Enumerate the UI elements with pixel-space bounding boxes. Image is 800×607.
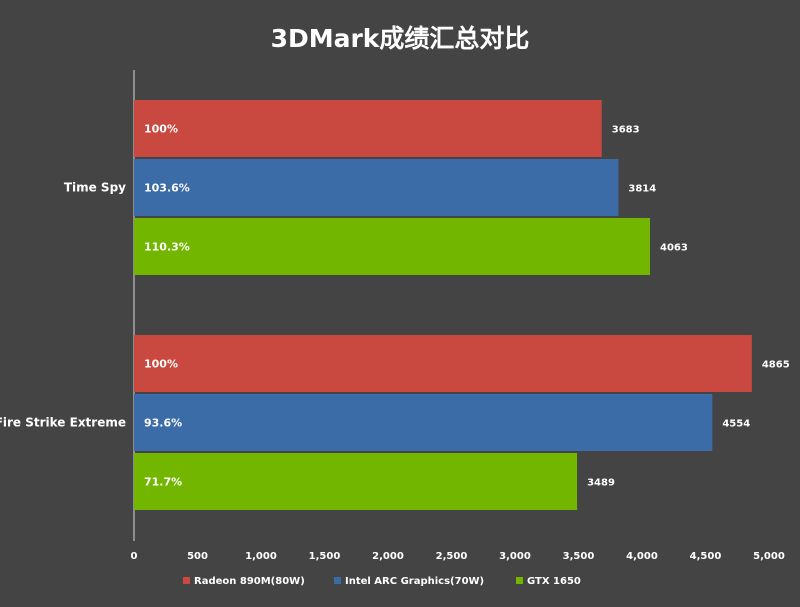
bar [134, 159, 619, 216]
category-label: Fire Strike Extreme [0, 416, 126, 430]
bar-percent-label: 100% [144, 358, 178, 371]
bar-percent-label: 93.6% [144, 417, 182, 430]
bar-value-label: 3814 [628, 184, 656, 195]
bar-value-label: 3683 [612, 125, 640, 136]
bar [134, 218, 651, 275]
bar [134, 335, 752, 392]
bar [134, 394, 713, 451]
x-tick-label: 1,500 [309, 551, 341, 562]
bar-percent-label: 110.3% [144, 241, 190, 254]
legend-label: Radeon 890M(80W) [194, 576, 305, 587]
x-tick-label: 500 [187, 551, 208, 562]
legend-label: Intel ARC Graphics(70W) [345, 576, 484, 587]
bar-percent-label: 71.7% [144, 476, 182, 489]
x-tick-label: 0 [131, 551, 138, 562]
x-tick-label: 3,500 [563, 551, 595, 562]
chart-title: 3DMark成绩汇总对比 [271, 24, 530, 53]
bar [134, 453, 578, 510]
bar-percent-label: 100% [144, 123, 178, 136]
legend-swatch [516, 577, 523, 584]
bar-value-label: 4554 [722, 419, 750, 430]
x-tick-label: 1,000 [245, 551, 277, 562]
x-tick-label: 3,000 [499, 551, 531, 562]
x-tick-label: 2,500 [436, 551, 468, 562]
category-label: Time Spy [64, 181, 126, 195]
bar-percent-label: 103.6% [144, 182, 190, 195]
legend-swatch [334, 577, 341, 584]
bar-value-label: 3489 [587, 478, 615, 489]
bar-value-label: 4865 [762, 360, 790, 371]
x-tick-label: 2,000 [372, 551, 404, 562]
plot-area: 0 500 1,000 1,500 2,000 2,500 3,000 3,500 4,000 4… [0, 70, 790, 562]
legend-swatch [183, 577, 190, 584]
x-tick-label: 4,500 [690, 551, 722, 562]
bar-value-label: 4063 [660, 243, 688, 254]
x-tick-label: 4,000 [626, 551, 658, 562]
bar [134, 100, 602, 157]
legend: Radeon 890M(80W) Intel ARC Graphics(70W) G… [183, 576, 581, 587]
x-tick-label: 5,000 [753, 551, 785, 562]
legend-label: GTX 1650 [527, 576, 581, 587]
